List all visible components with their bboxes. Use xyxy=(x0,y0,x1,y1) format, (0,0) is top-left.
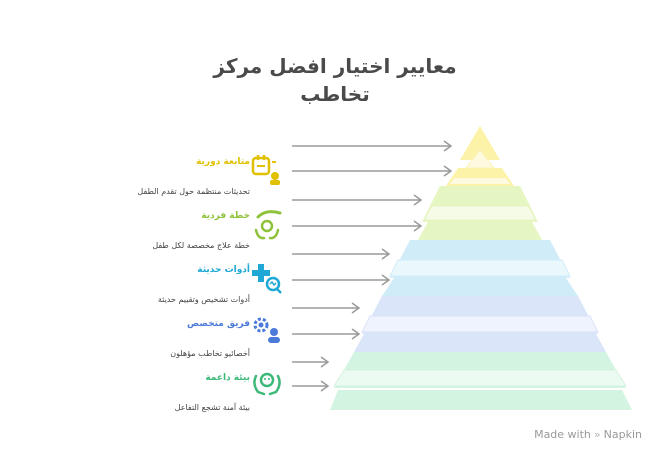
level-4-label: فريق متخصص xyxy=(187,319,250,329)
pyramid-level-5 xyxy=(330,352,632,410)
team-gear-icon xyxy=(253,317,280,343)
title-line-1: معايير اختيار افضل مركز xyxy=(213,54,457,78)
supportive-hands-icon xyxy=(253,372,281,396)
level-5-label: بيئة داعمة xyxy=(205,373,250,383)
arrow-level-1b xyxy=(292,165,453,177)
level-4-text: فريق متخصص أخصائيو تخاطب مؤهلون xyxy=(60,318,250,359)
arrow-level-5a xyxy=(292,356,330,368)
pyramid-level-3 xyxy=(382,240,578,296)
made-with-text: Made with xyxy=(534,428,591,441)
pyramid-level-1 xyxy=(446,126,514,186)
arrow-level-5b xyxy=(292,380,330,392)
level-2-text: خطة فردية خطة علاج مخصصة لكل طفل xyxy=(60,210,250,251)
level-5-text: بيئة داعمة بيئة آمنة تشجع التفاعل xyxy=(60,372,250,413)
title-line-2: تخاطب xyxy=(300,82,370,106)
level-2-label: خطة فردية xyxy=(201,211,250,221)
level-2-description: خطة علاج مخصصة لكل طفل xyxy=(152,241,250,250)
connector-arrows xyxy=(292,140,453,392)
arrow-level-4a xyxy=(292,302,361,314)
level-4-description: أخصائيو تخاطب مؤهلون xyxy=(170,349,250,358)
arrow-level-1a xyxy=(292,140,453,152)
level-5-description: بيئة آمنة تشجع التفاعل xyxy=(174,403,250,412)
arrow-level-2b xyxy=(292,220,423,232)
medical-tools-icon xyxy=(252,264,282,294)
arrow-level-3a xyxy=(292,248,391,260)
hand-child-icon xyxy=(254,210,282,240)
napkin-logo-icon: » xyxy=(593,428,601,441)
napkin-branding[interactable]: Made with» Napkin xyxy=(534,428,642,441)
level-3-label: أدوات حديثة xyxy=(197,265,250,275)
level-3-text: أدوات حديثة أدوات تشخيص وتقييم حديثة xyxy=(60,264,250,305)
brand-name: Napkin xyxy=(603,428,642,441)
level-3-description: أدوات تشخيص وتقييم حديثة xyxy=(157,295,250,304)
page-title: معايير اختيار افضل مركز تخاطب xyxy=(170,52,500,108)
level-1-text: متابعة دورية تحديثات منتظمة حول تقدم الط… xyxy=(60,156,250,197)
calendar-check-icon xyxy=(251,155,280,185)
arrow-level-3b xyxy=(292,274,391,286)
pyramid-level-2 xyxy=(418,186,542,240)
pyramid-level-4 xyxy=(354,296,606,352)
arrow-level-2a xyxy=(292,194,423,206)
arrow-level-4b xyxy=(292,328,361,340)
level-1-description: تحديثات منتظمة حول تقدم الطفل xyxy=(137,187,250,196)
level-1-label: متابعة دورية xyxy=(196,157,250,167)
